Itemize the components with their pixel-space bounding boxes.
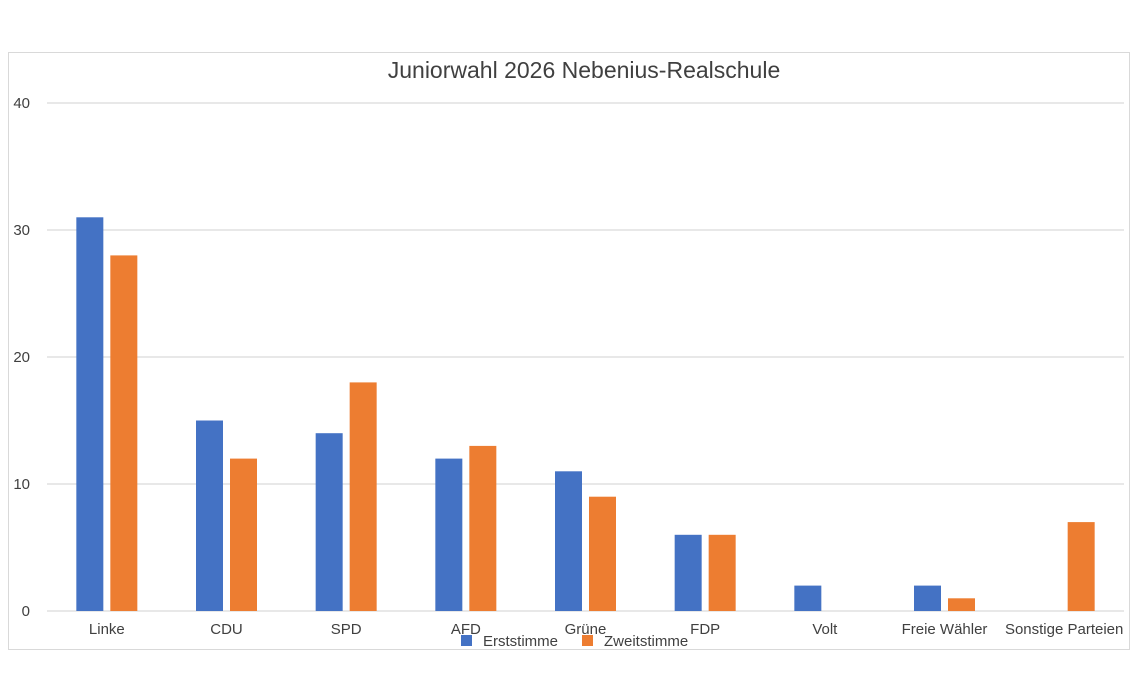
- x-category-label: Linke: [89, 621, 125, 638]
- bar-zweitstimme-5: [708, 534, 736, 611]
- x-category-label: Volt: [812, 621, 838, 638]
- y-axis-ticks: 0 10 20 30 40: [13, 95, 30, 620]
- legend-swatch-erststimme: [461, 635, 472, 646]
- y-tick-label: 20: [13, 349, 30, 366]
- bar-erststimme-3: [435, 458, 463, 611]
- bar-zweitstimme-0: [110, 255, 138, 611]
- gridlines: [47, 102, 1124, 612]
- bar-zweitstimme-1: [230, 458, 257, 611]
- y-tick-label: 0: [22, 603, 30, 620]
- bar-erststimme-7: [914, 585, 941, 611]
- bar-zweitstimme-2: [349, 382, 377, 611]
- bar-zweitstimme-4: [589, 496, 616, 611]
- bar-zweitstimme-7: [948, 598, 975, 611]
- y-tick-label: 40: [13, 95, 30, 112]
- x-axis-categories: Linke CDU SPD AFD Grüne FDP Volt Freie Wähler So…: [89, 621, 1123, 638]
- legend-swatch-zweitstimme: [582, 635, 593, 646]
- x-category-label: Sonstige Parteien: [1005, 621, 1123, 638]
- legend-label: Zweitstimme: [604, 633, 688, 650]
- bar-zweitstimme-3: [469, 445, 497, 611]
- bar-erststimme-4: [555, 471, 582, 611]
- bars: [76, 217, 1095, 612]
- x-category-label: CDU: [210, 621, 243, 638]
- x-category-label: Freie Wähler: [902, 621, 988, 638]
- y-tick-label: 10: [13, 476, 30, 493]
- y-tick-label: 30: [13, 222, 30, 239]
- bar-erststimme-0: [76, 217, 104, 612]
- x-category-label: Grüne: [565, 621, 607, 638]
- bar-erststimme-1: [196, 420, 223, 611]
- bar-erststimme-6: [794, 585, 822, 611]
- chart-title: Juniorwahl 2026 Nebenius-Realschule: [388, 57, 781, 83]
- bar-erststimme-2: [315, 433, 343, 611]
- x-category-label: AFD: [451, 621, 481, 638]
- x-category-label: FDP: [690, 621, 720, 638]
- bar-erststimme-5: [674, 534, 702, 611]
- bar-zweitstimme-8: [1067, 522, 1095, 611]
- x-category-label: SPD: [331, 621, 362, 638]
- legend-label: Erststimme: [483, 633, 558, 650]
- legend: Erststimme Zweitstimme: [461, 633, 688, 650]
